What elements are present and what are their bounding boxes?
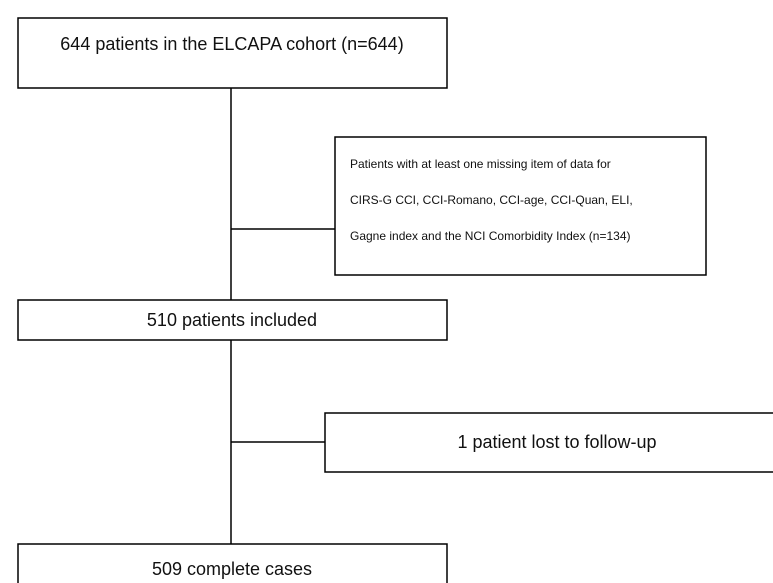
box xyxy=(17,17,448,89)
box xyxy=(17,543,448,583)
box-label: 510 patients included xyxy=(147,310,317,330)
box-label: 644 patients in the ELCAPA cohort (n=644… xyxy=(60,34,403,54)
box-label: 1 patient lost to follow-up xyxy=(457,432,656,452)
exclusion-box xyxy=(324,412,773,473)
box-label: Patients with at least one missing item … xyxy=(350,157,611,171)
exclusion-box xyxy=(334,136,707,276)
box xyxy=(17,299,448,341)
box-label: Gagne index and the NCI Comorbidity Inde… xyxy=(350,229,631,243)
box-label: CIRS-G CCI, CCI-Romano, CCI-age, CCI-Qua… xyxy=(350,193,633,207)
box-label: 509 complete cases xyxy=(152,559,312,579)
